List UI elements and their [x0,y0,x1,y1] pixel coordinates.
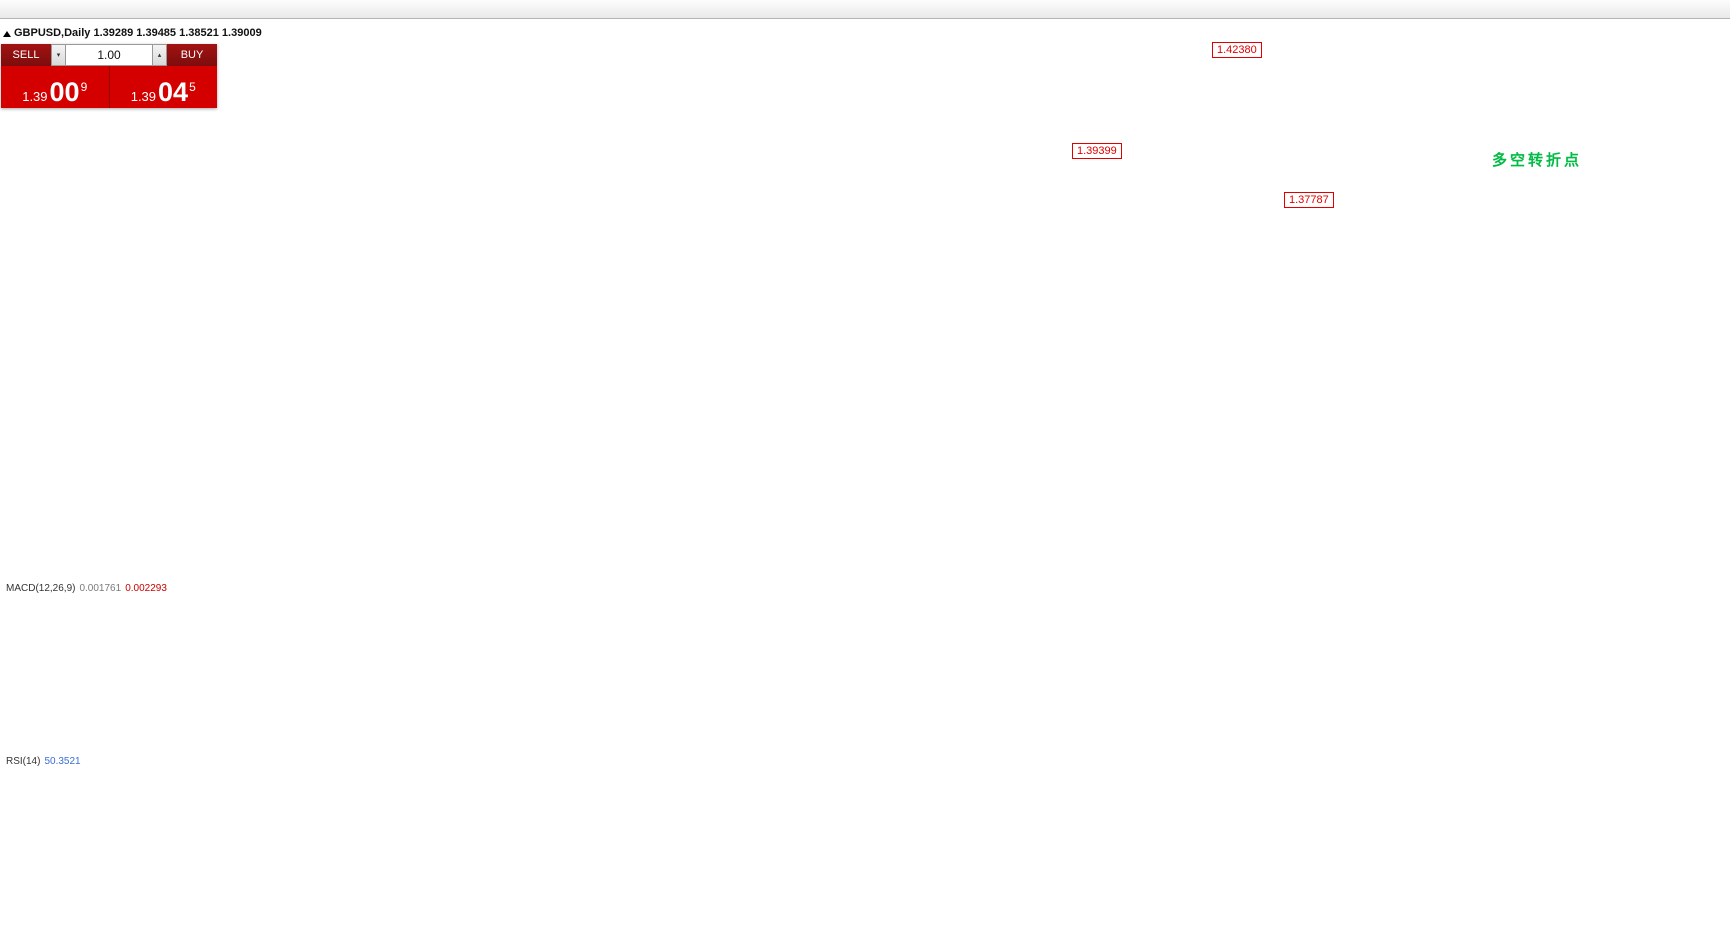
buy-button[interactable]: BUY [167,44,217,66]
macd-signal-value: 0.002293 [125,583,167,594]
sell-price-big: 00 [49,76,80,107]
buy-price-pip: 5 [189,80,196,94]
rsi-value: 50.3521 [44,756,81,767]
rsi-label: RSI(14) 50.3521 [6,756,81,767]
lot-increase-button[interactable]: ▴ [152,44,167,66]
buy-price-prefix: 1.39 [130,89,157,104]
lot-size-input[interactable]: 1.00 [66,44,152,66]
one-click-trading-panel: SELL ▾ 1.00 ▴ BUY 1.39 00 9 1.39 04 5 [1,44,217,108]
sell-price-prefix: 1.39 [22,89,48,104]
lot-decrease-button[interactable]: ▾ [51,44,66,66]
buy-price-button[interactable]: 1.39 04 5 [110,66,218,108]
buy-price-big: 04 [158,76,189,107]
annotation-low-price: 1.37787 [1284,192,1334,208]
annotation-mid-price: 1.39399 [1072,143,1122,159]
quote-panel-toggle-icon[interactable] [3,31,11,37]
macd-name: MACD(12,26,9) [6,583,76,594]
sell-price-pip: 9 [80,80,88,94]
annotation-peak-price: 1.42380 [1212,42,1262,58]
macd-main-value: 0.001761 [79,583,122,594]
annotation-turning-point-note: 多空转折点 [1492,152,1583,169]
sell-button[interactable]: SELL [1,44,51,66]
sell-price-button[interactable]: 1.39 00 9 [1,66,110,108]
chart-title: GBPUSD,Daily 1.39289 1.39485 1.38521 1.3… [14,27,262,39]
main-toolbar [0,0,1730,19]
rsi-name: RSI(14) [6,756,41,767]
macd-label: MACD(12,26,9) 0.001761 0.002293 [6,583,167,594]
